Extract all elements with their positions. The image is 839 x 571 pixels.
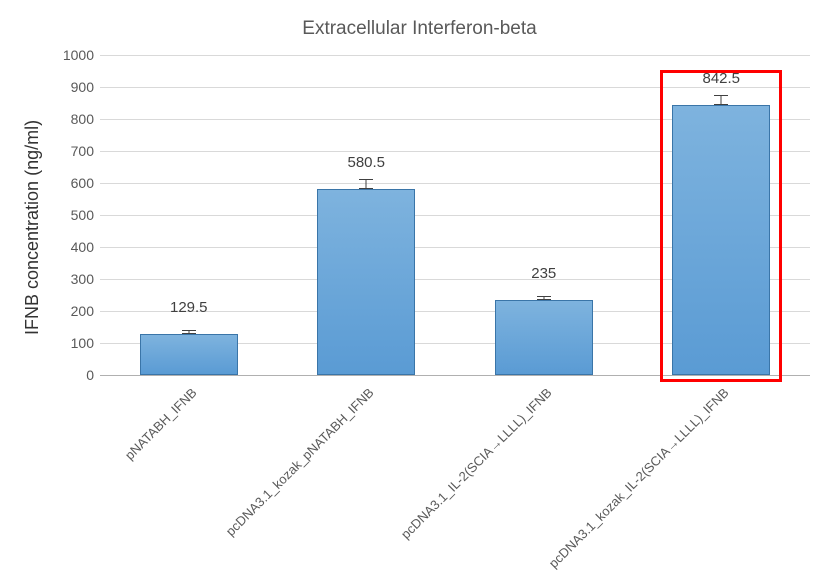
y-tick-label: 900	[71, 79, 94, 95]
y-tick-label: 600	[71, 175, 94, 191]
error-cap	[537, 299, 551, 300]
bar	[140, 334, 238, 375]
highlight-box	[660, 70, 782, 382]
error-cap	[537, 296, 551, 297]
bar	[317, 189, 415, 375]
y-axis-label: IFNB concentration (ng/ml)	[22, 120, 43, 335]
y-tick-label: 100	[71, 335, 94, 351]
x-tick-label: pcDNA3.1_IL-2(SCIA→LLLL)_IFNB	[398, 385, 555, 542]
bar-slot: 235	[495, 300, 593, 375]
y-tick-label: 700	[71, 143, 94, 159]
bar-slot: 580.5	[317, 189, 415, 375]
bar-value-label: 235	[531, 265, 556, 282]
x-tick-label: pcDNA3.1_kozak_pNATABH_IFNB	[223, 385, 377, 539]
x-tick-label: pcDNA3.1_kozak_IL-2(SCIA→LLLL)_IFNB	[546, 385, 732, 571]
error-cap	[182, 330, 196, 331]
error-cap	[182, 333, 196, 334]
y-tick-label: 300	[71, 271, 94, 287]
y-tick-label: 400	[71, 239, 94, 255]
bar-value-label: 580.5	[347, 154, 385, 171]
bar-value-label: 129.5	[170, 299, 208, 316]
bar-slot: 129.5	[140, 334, 238, 375]
y-tick-label: 0	[86, 367, 94, 383]
chart-title: Extracellular Interferon-beta	[0, 18, 839, 40]
error-cap	[359, 188, 373, 189]
y-tick-label: 500	[71, 207, 94, 223]
y-tick-label: 800	[71, 111, 94, 127]
x-tick-label: pNATABH_IFNB	[122, 385, 200, 463]
grid-line	[100, 55, 810, 56]
error-cap	[359, 179, 373, 180]
bar	[495, 300, 593, 375]
y-tick-label: 1000	[63, 47, 94, 63]
y-tick-label: 200	[71, 303, 94, 319]
chart-container: Extracellular Interferon-beta IFNB conce…	[0, 0, 839, 551]
